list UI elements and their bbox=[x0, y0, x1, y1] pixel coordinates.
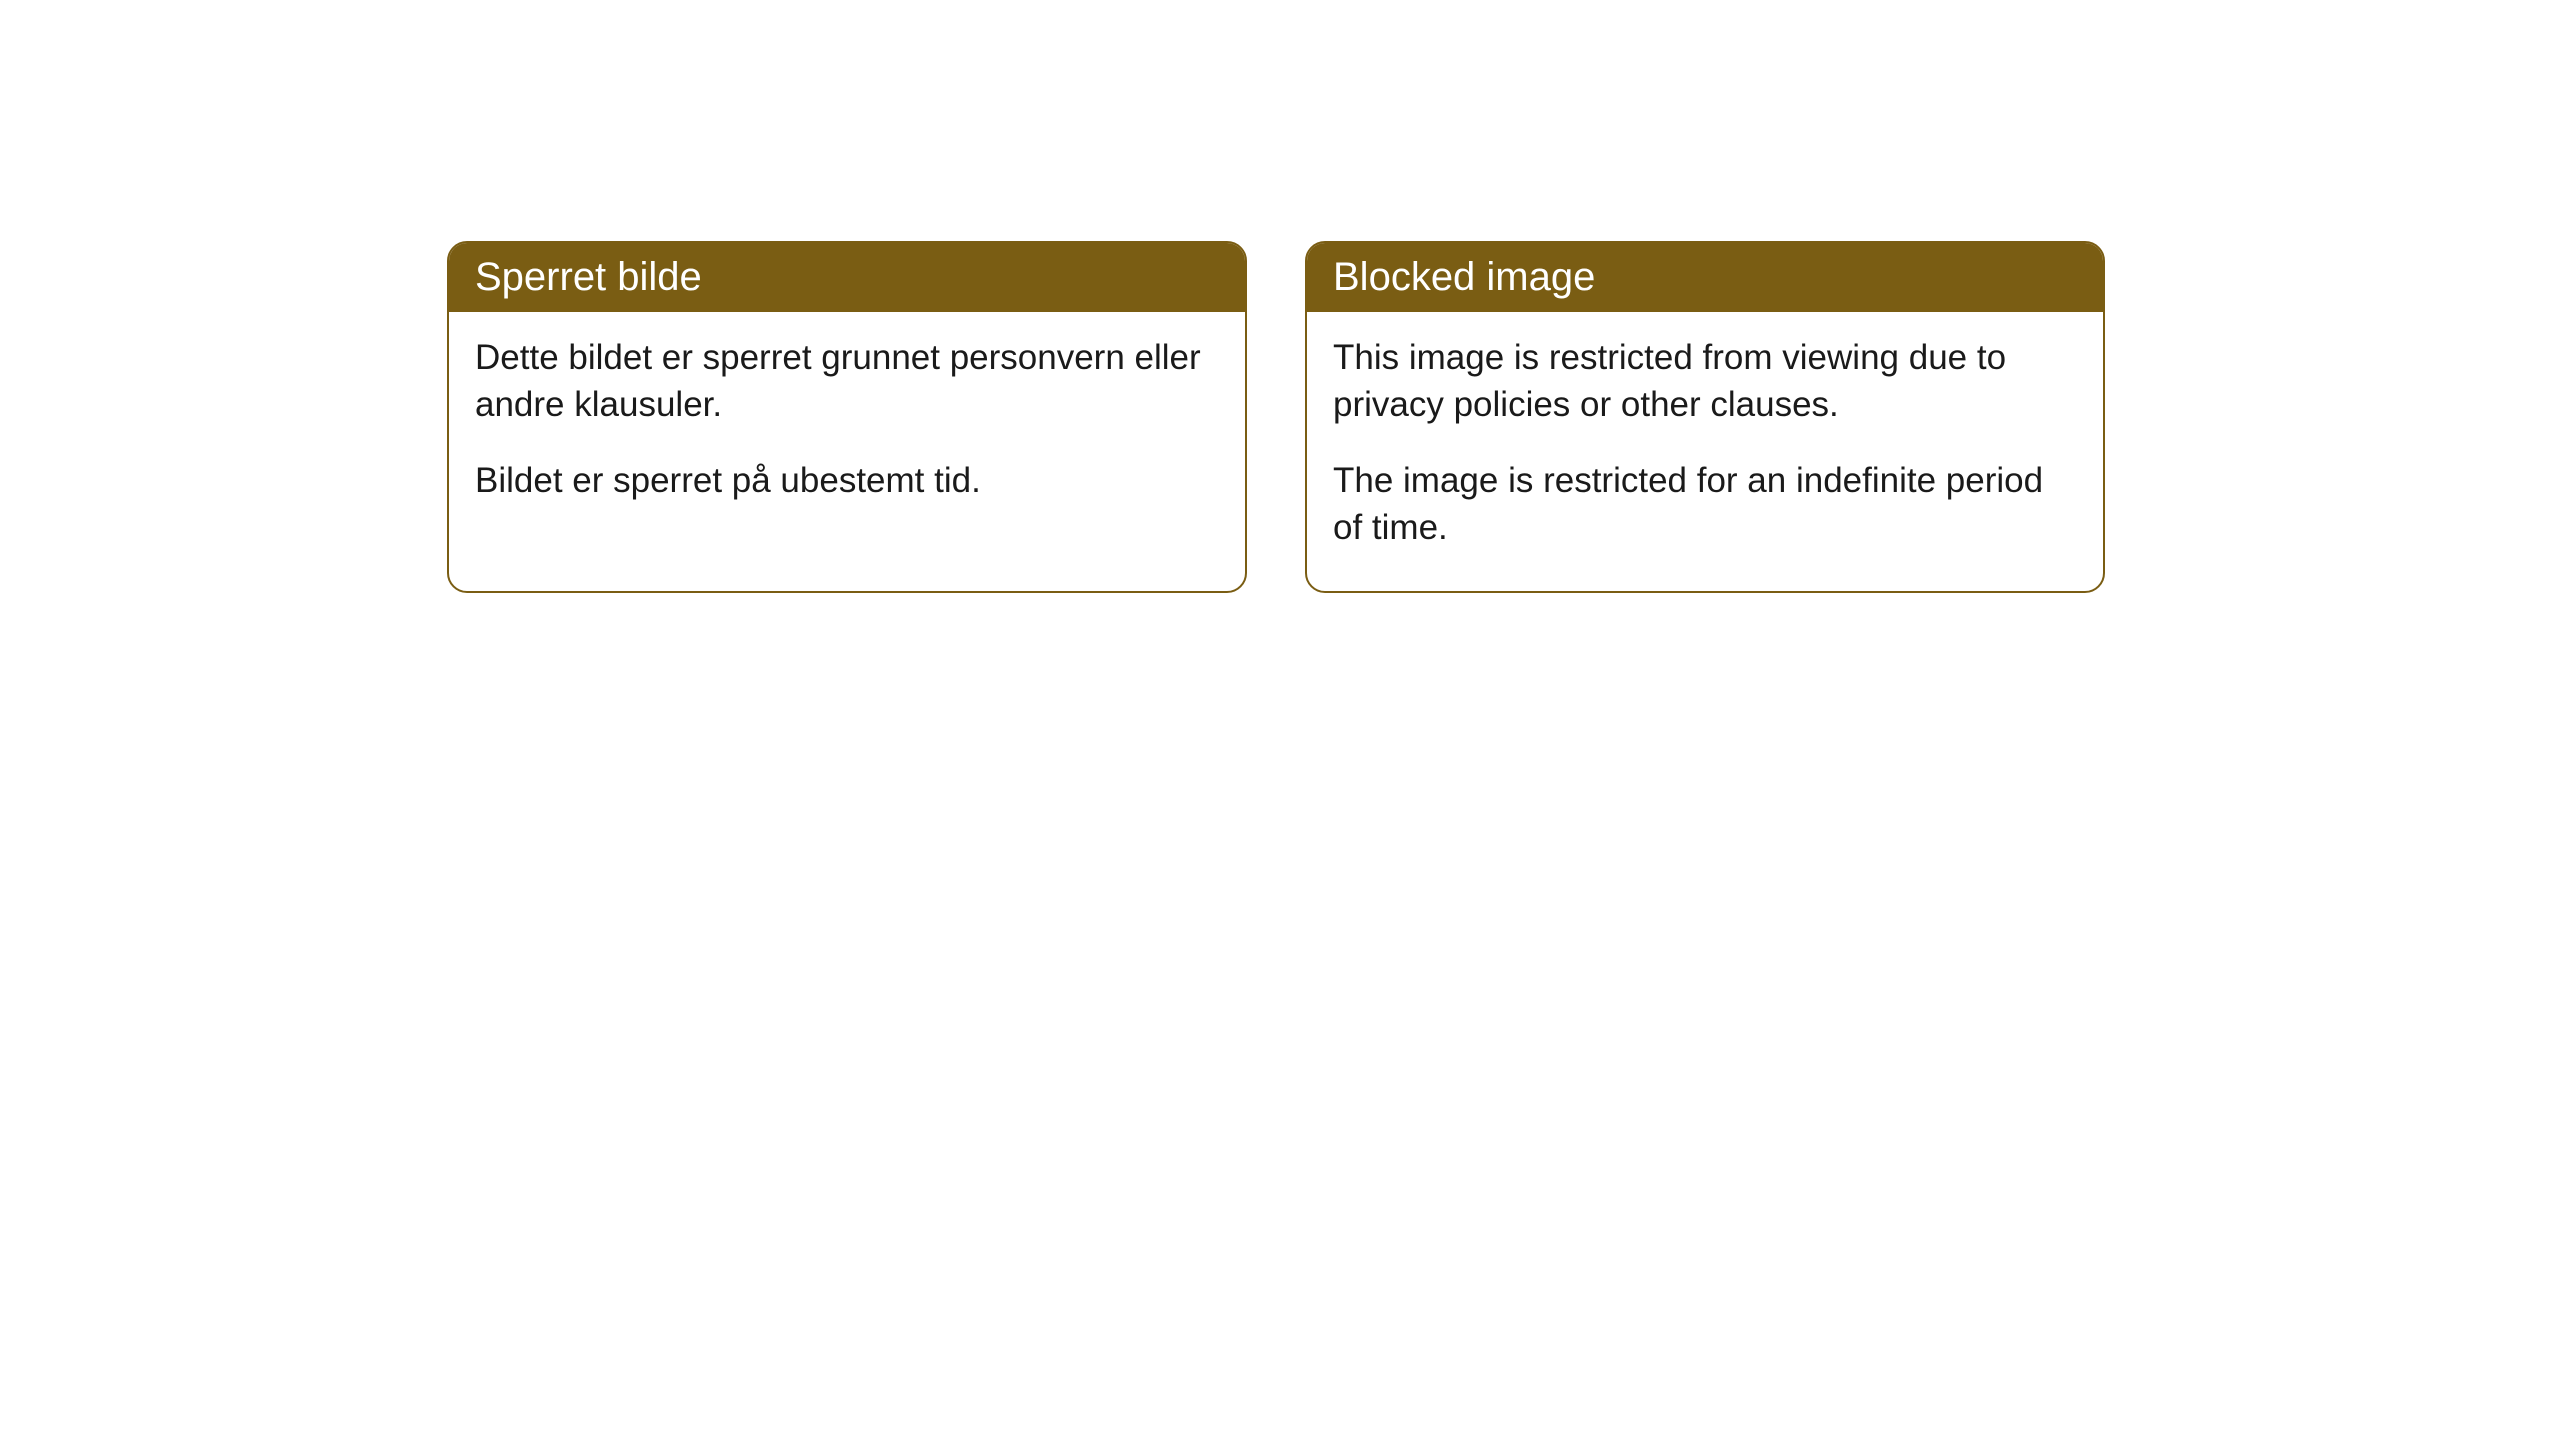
card-paragraph: Bildet er sperret på ubestemt tid. bbox=[475, 457, 1219, 504]
card-body: Dette bildet er sperret grunnet personve… bbox=[449, 312, 1245, 544]
card-title: Blocked image bbox=[1333, 255, 1595, 299]
card-paragraph: The image is restricted for an indefinit… bbox=[1333, 457, 2077, 552]
card-header: Blocked image bbox=[1307, 243, 2103, 312]
blocked-image-card-norwegian: Sperret bilde Dette bildet er sperret gr… bbox=[447, 241, 1247, 593]
card-body: This image is restricted from viewing du… bbox=[1307, 312, 2103, 591]
notice-cards-container: Sperret bilde Dette bildet er sperret gr… bbox=[447, 241, 2105, 593]
card-paragraph: This image is restricted from viewing du… bbox=[1333, 334, 2077, 429]
card-title: Sperret bilde bbox=[475, 255, 702, 299]
card-header: Sperret bilde bbox=[449, 243, 1245, 312]
card-paragraph: Dette bildet er sperret grunnet personve… bbox=[475, 334, 1219, 429]
blocked-image-card-english: Blocked image This image is restricted f… bbox=[1305, 241, 2105, 593]
